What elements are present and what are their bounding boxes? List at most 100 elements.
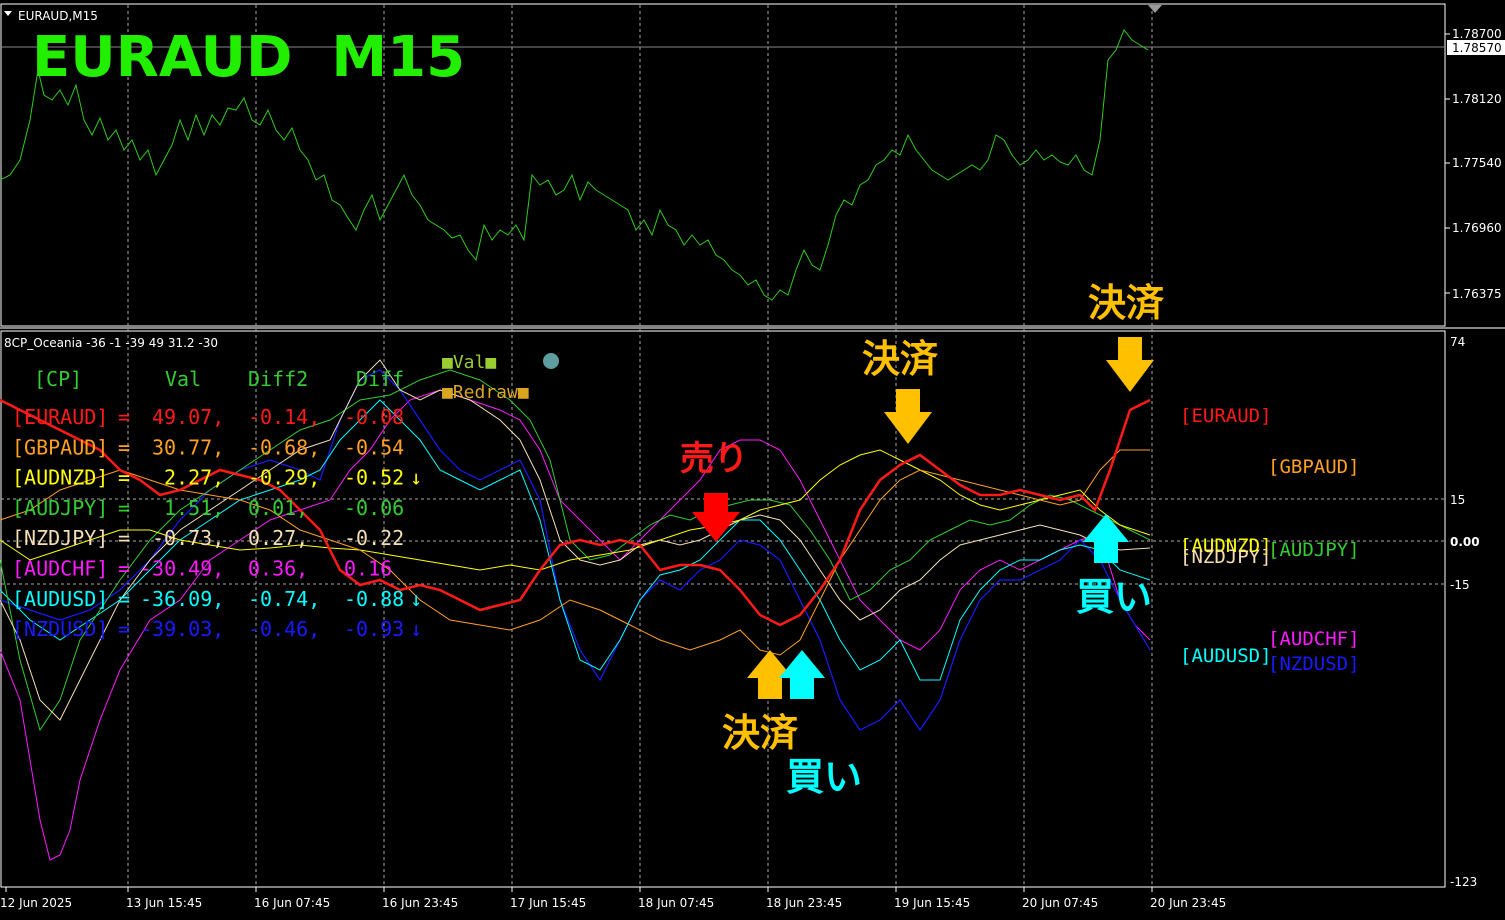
row-pair: [GBPAUD] (12, 435, 108, 459)
row-pair: [AUDNZD] (12, 466, 108, 490)
row-val: 30.77, (152, 435, 224, 459)
sell-arrow-icon (692, 493, 740, 542)
row-eq: = (118, 405, 130, 429)
label-gbpaud: [GBPAUD] (1268, 456, 1360, 478)
table-row: [AUDNZD] = 2.27, -0.29, -0.52 ↓ (12, 466, 422, 490)
label-audusd: [AUDUSD] (1180, 645, 1272, 667)
row-eq: = (118, 587, 130, 611)
row-diff: -0.08 (344, 405, 404, 429)
row-val: -36.09, (140, 587, 224, 611)
chart-shift-marker-icon[interactable] (1148, 5, 1162, 13)
time-tick-label: 16 Jun 23:45 (382, 896, 458, 910)
price-axis[interactable]: 1.78700 1.78120 1.77540 1.76960 1.76375 … (1445, 27, 1505, 301)
row-diff2: -0.46, (248, 617, 320, 641)
gbpaud-line (0, 449, 1150, 656)
row-diff2: -0.29, (248, 466, 320, 490)
indicator-scale[interactable]: 74 15 0.00 -15 -123 (1450, 335, 1480, 889)
price-tick: 1.78120 (1452, 92, 1502, 106)
price-line (0, 29, 1149, 301)
row-arrow: ↓ (410, 466, 422, 490)
audnzd-line (0, 449, 1151, 571)
overlay-symbol-title: EURAUD M15 (32, 25, 465, 90)
table-header: [CP] Val Diff2 Diff (34, 367, 404, 391)
row-pair: [AUDCHF] (12, 557, 108, 581)
audusd-line (0, 399, 1151, 681)
header-diff: Diff (356, 367, 404, 391)
table-row: [AUDUSD] = -36.09, -0.74, -0.88 ↓ (12, 587, 422, 611)
settle-label-3: 決済 (722, 711, 799, 755)
indicator-scale-tick: -123 (1450, 875, 1477, 889)
time-tick-label: 20 Jun 07:45 (1022, 896, 1098, 910)
row-diff: -0.52 (344, 466, 404, 490)
row-diff: -0.06 (344, 496, 404, 520)
label-audjpy: [AUDJPY] (1268, 539, 1360, 561)
sell-label: 売り (680, 439, 748, 479)
chart-title: EURAUD,M15 (18, 9, 98, 23)
indicator-scale-tick: 15 (1450, 493, 1465, 507)
time-tick-label: 20 Jun 23:45 (1150, 896, 1226, 910)
row-pair: [AUDJPY] (12, 496, 108, 520)
row-diff2: 0.01, (248, 496, 308, 520)
settle-label-1: 決済 (862, 337, 939, 381)
status-dot-icon (543, 353, 559, 369)
settle-label-2: 決済 (1088, 281, 1165, 325)
row-eq: = (118, 526, 130, 550)
time-axis[interactable]: 12 Jun 2025 13 Jun 15:45 16 Jun 07:45 16 Ju… (0, 887, 1226, 910)
time-tick-label: 18 Jun 23:45 (766, 896, 842, 910)
row-arrow: ↓ (410, 587, 422, 611)
indicator-scale-tick: -15 (1450, 578, 1470, 592)
chart-menu-triangle-icon[interactable] (4, 11, 12, 16)
row-diff2: -0.14, (248, 405, 320, 429)
time-tick-label: 13 Jun 15:45 (126, 896, 202, 910)
row-pair: [EURAUD] (12, 405, 108, 429)
indicator-frame (0, 330, 1446, 888)
row-val: -39.03, (140, 617, 224, 641)
trade-annotations: 売り 決済 決済 決済 買い 買い (680, 281, 1165, 799)
row-val: -30.49, (140, 557, 224, 581)
row-diff: -0.54 (344, 435, 404, 459)
row-diff: -0.88 (344, 587, 404, 611)
price-tick: 1.76375 (1452, 287, 1502, 301)
settle-arrow-down-icon (1106, 337, 1154, 392)
currency-table: [EURAUD] = 49.07, -0.14, -0.08 [GBPAUD] = 30.77… (12, 405, 422, 641)
current-price-tag (1447, 40, 1505, 55)
table-row: [EURAUD] = 49.07, -0.14, -0.08 (12, 405, 404, 429)
table-row: [NZDJPY] = -0.73, 0.27, -0.22 (12, 526, 404, 550)
time-tick-label: 19 Jun 15:45 (894, 896, 970, 910)
table-row: [AUDJPY] = 1.51, 0.01, -0.06 (12, 496, 404, 520)
label-audchf: [AUDCHF] (1268, 628, 1360, 650)
label-nzdjpy: [NZDJPY] (1180, 546, 1272, 568)
time-tick-label: 17 Jun 15:45 (510, 896, 586, 910)
indicator-scale-tick: 74 (1450, 335, 1465, 349)
row-eq: = (118, 617, 130, 641)
legend-val: ■Val■ (442, 352, 496, 373)
audjpy-line (0, 369, 1151, 732)
table-row: [GBPAUD] = 30.77, -0.68, -0.54 (12, 435, 404, 459)
row-diff2: -0.68, (248, 435, 320, 459)
legend-redraw: ■Redraw■ (442, 382, 529, 403)
price-tick: 1.76960 (1452, 221, 1502, 235)
current-price-value: 1.78570 (1452, 41, 1502, 55)
buy-label-2: 買い (1076, 575, 1152, 619)
buy-arrow-up-icon (779, 650, 825, 699)
right-line-labels: [EURAUD] [GBPAUD] [AUDNZD] [NZDJPY] [AUD… (1180, 405, 1360, 675)
row-diff: -0.93 (344, 617, 404, 641)
row-val: 2.27, (164, 466, 224, 490)
row-val: -0.73, (152, 526, 224, 550)
row-eq: = (118, 557, 130, 581)
buy-arrow-up-icon (1083, 514, 1129, 563)
indicator-scale-tick: 0.00 (1450, 535, 1480, 549)
header-diff2: Diff2 (248, 367, 308, 391)
row-diff2: -0.74, (248, 587, 320, 611)
row-eq: = (118, 496, 130, 520)
time-tick-label: 18 Jun 07:45 (638, 896, 714, 910)
row-arrow: ↓ (410, 617, 422, 641)
settle-arrow-down-icon (884, 389, 932, 444)
row-val: 1.51, (164, 496, 224, 520)
buy-label-1: 買い (786, 755, 862, 799)
row-pair: [AUDUSD] (12, 587, 108, 611)
label-audnzd: [AUDNZD] (1180, 535, 1272, 557)
time-tick-label: 12 Jun 2025 (0, 896, 72, 910)
